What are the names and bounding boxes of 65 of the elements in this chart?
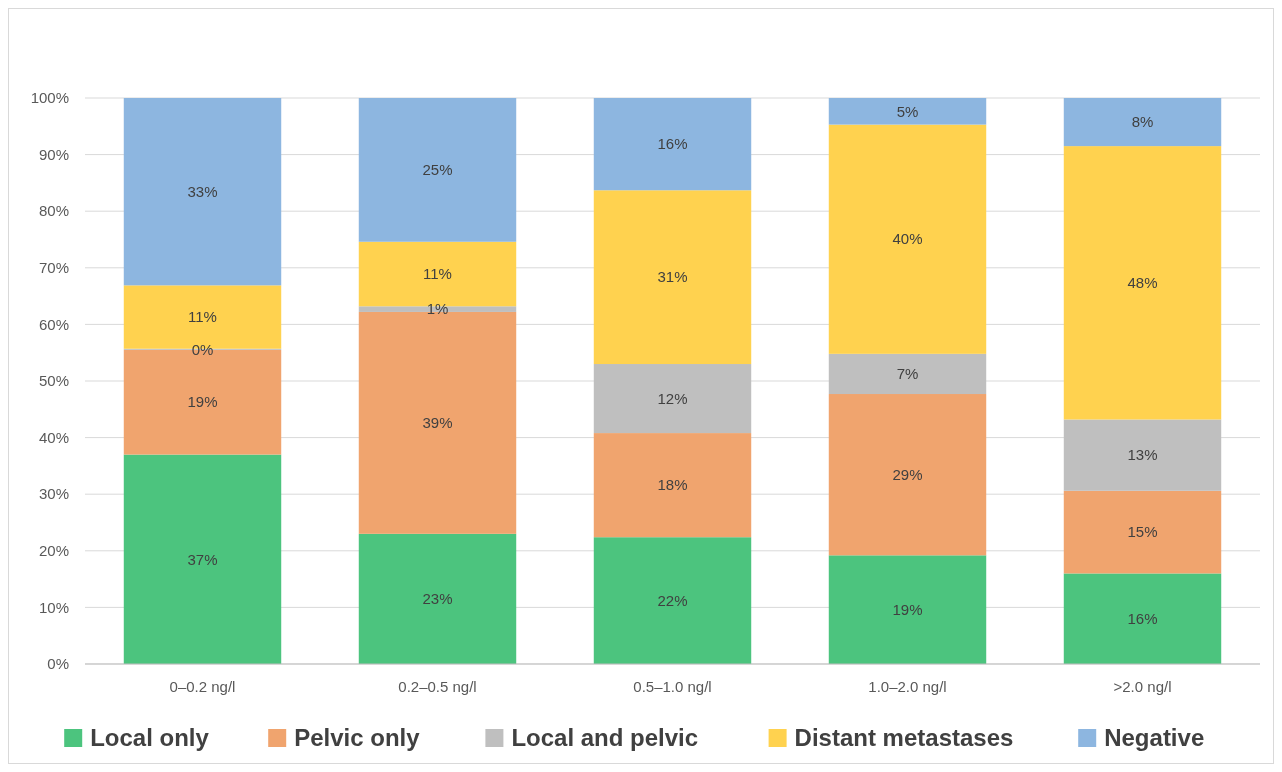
data-label: 33% <box>187 182 218 200</box>
data-label: 11% <box>423 265 452 283</box>
bar <box>1063 419 1222 491</box>
data-label: 0% <box>191 340 214 358</box>
data-label: 37% <box>187 550 218 568</box>
bar <box>358 98 517 242</box>
data-label: 23% <box>422 590 453 608</box>
data-label: 18% <box>657 476 688 494</box>
data-label: 39% <box>422 414 453 432</box>
x-tick-label: 1.0–2.0 ng/l <box>868 678 947 695</box>
bar <box>828 394 987 556</box>
bar <box>593 537 752 664</box>
legend-label: Local only <box>90 724 210 752</box>
data-label: 5% <box>896 102 919 120</box>
bar <box>828 353 987 395</box>
bar <box>1063 573 1222 664</box>
data-label: 7% <box>896 365 919 383</box>
data-label: 12% <box>657 389 688 407</box>
bar <box>358 306 517 312</box>
bar <box>593 98 752 191</box>
bar <box>1063 490 1222 574</box>
legend-label: Pelvic only <box>294 724 421 752</box>
x-tick-label: 0–0.2 ng/l <box>169 678 236 695</box>
x-tick-label: >2.0 ng/l <box>1113 678 1172 695</box>
data-label: 40% <box>892 230 923 248</box>
data-label: 19% <box>187 393 218 411</box>
y-tick-label: 20% <box>38 542 69 560</box>
data-label: 16% <box>1127 609 1158 627</box>
bar <box>828 98 987 125</box>
y-tick-label: 60% <box>38 315 69 333</box>
y-tick-label: 10% <box>38 598 69 616</box>
bar <box>1063 98 1222 147</box>
data-label: 31% <box>657 268 688 286</box>
x-tick-label: 0.2–0.5 ng/l <box>398 678 477 695</box>
data-label: 25% <box>422 161 453 179</box>
bar <box>123 98 282 286</box>
data-label: 22% <box>657 591 688 609</box>
bar <box>828 555 987 664</box>
bar <box>828 124 987 354</box>
bar <box>1063 146 1222 420</box>
y-tick-label: 50% <box>38 372 69 390</box>
bar <box>358 533 517 664</box>
y-tick-label: 80% <box>38 202 69 220</box>
data-label: 13% <box>1127 446 1158 464</box>
y-tick-label: 0% <box>47 655 69 673</box>
bar <box>593 364 752 434</box>
y-tick-label: 90% <box>38 145 69 163</box>
data-label: 11% <box>188 308 217 326</box>
y-tick-label: 100% <box>30 89 69 107</box>
data-label: 29% <box>892 465 923 483</box>
y-tick-label: 40% <box>38 428 69 446</box>
x-tick-label: 0.5–1.0 ng/l <box>633 678 712 695</box>
data-label: 8% <box>1131 113 1154 131</box>
legend-label: Distant metastases <box>794 724 1014 752</box>
data-label: 19% <box>892 600 923 618</box>
y-tick-label: 30% <box>38 485 69 503</box>
bar <box>593 433 752 538</box>
data-label: 16% <box>657 135 688 153</box>
legend-label: Negative <box>1104 724 1205 752</box>
bar <box>593 190 752 365</box>
data-label: 15% <box>1127 523 1158 541</box>
legend-label: Local and pelvic <box>511 724 699 752</box>
bar <box>123 454 282 664</box>
data-label: 48% <box>1127 274 1158 292</box>
y-tick-label: 70% <box>38 259 69 277</box>
